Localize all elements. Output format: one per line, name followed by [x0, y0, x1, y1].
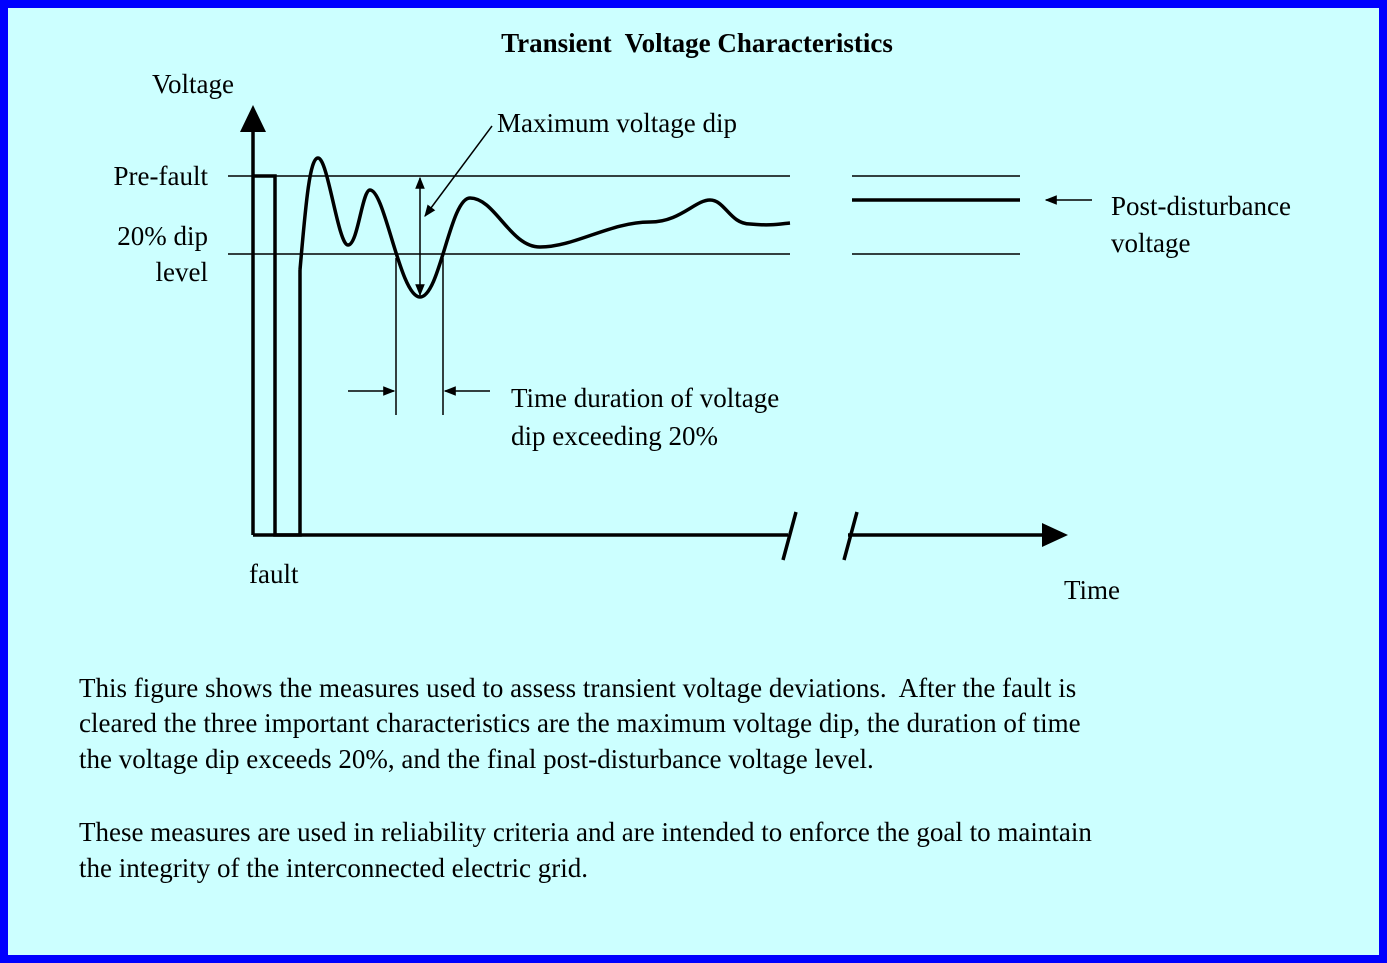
post-disturbance-label: voltage	[1111, 228, 1190, 258]
title: Transient Voltage Characteristics	[501, 28, 893, 58]
paragraph-line: These measures are used in reliability c…	[79, 817, 1092, 847]
callout-line	[424, 125, 493, 217]
fault-pulse	[253, 174, 302, 537]
max-dip-label: Maximum voltage dip	[497, 108, 737, 138]
pre-fault-label: Pre-fault	[114, 161, 209, 191]
paragraph-line: the voltage dip exceeds 20%, and the fin…	[79, 744, 874, 774]
paragraph-line: This figure shows the measures used to a…	[79, 673, 1076, 703]
x-axis-label: Time	[1064, 575, 1120, 605]
axis-break	[781, 511, 798, 561]
dip-level-label: level	[156, 257, 208, 287]
dip-level-label: 20% dip	[117, 221, 208, 251]
axis-break	[842, 511, 859, 561]
y-axis-label: Voltage	[152, 69, 234, 99]
voltage-curve	[298, 156, 791, 299]
duration-label: dip exceeding 20%	[511, 421, 718, 451]
fault-label: fault	[249, 559, 299, 589]
x-arrow	[1042, 523, 1068, 547]
paragraph-line: the integrity of the interconnected elec…	[79, 853, 588, 883]
y-arrow	[240, 105, 266, 132]
paragraph-line: cleared the three important characterist…	[79, 708, 1081, 738]
post-disturbance-label: Post-disturbance	[1111, 191, 1291, 221]
duration-label: Time duration of voltage	[511, 383, 779, 413]
